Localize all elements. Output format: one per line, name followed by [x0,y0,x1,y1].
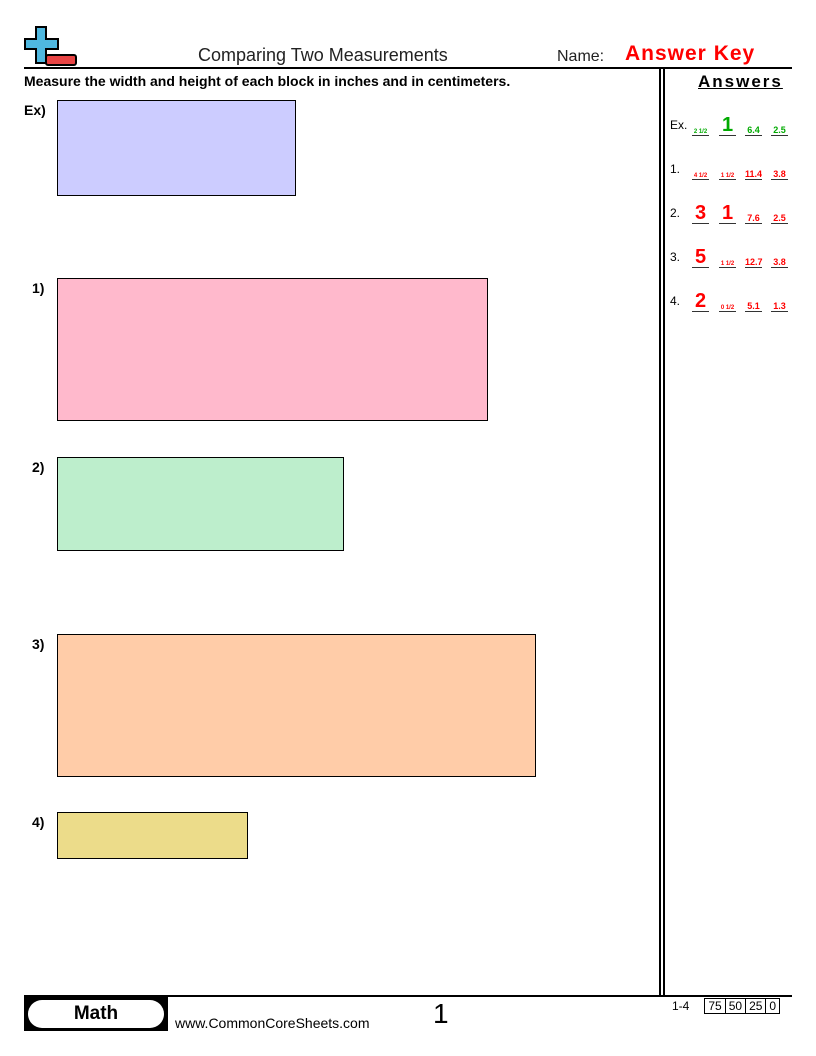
answer-value: 6.4 [745,126,762,136]
answer-value: 1 1/2 [719,173,736,180]
logo-plus-minus-icon [24,26,77,66]
answer-value: 1 1/2 [719,261,736,268]
problem-label: 3) [32,636,45,652]
problem-label: Ex) [24,102,46,118]
answer-value: 2 1/2 [692,129,709,136]
answer-row: Ex. 2 1/2 1 6.4 2.5 [670,112,795,138]
answer-value: 0 1/2 [719,305,736,312]
answer-row-label: 3. [670,250,681,264]
answers-heading: Answers [698,72,783,91]
answer-value: 2.5 [771,214,788,224]
answer-row-label: 2. [670,206,681,220]
answer-row: 4. 2 0 1/2 5.1 1.3 [670,288,795,314]
measurement-block [57,634,536,777]
score-cell: 25 [745,998,767,1014]
problem-label: 2) [32,459,45,475]
page-number: 1 [433,998,449,1029]
page-title: Comparing Two Measurements [198,45,448,65]
answer-column-divider [663,68,665,996]
answer-value: 4 1/2 [692,173,709,180]
score-cell: 0 [765,998,781,1014]
answer-value: 1 [719,115,736,136]
measurement-block [57,100,296,196]
problem-label: 1) [32,280,45,296]
measurement-block [57,278,488,421]
subject-label: Math [28,1000,164,1028]
answer-row-label: 4. [670,294,681,308]
answer-value: 1.3 [771,302,788,312]
footer-divider [24,995,792,997]
score-table: 1-4 75 50 25 0 [672,998,781,1014]
score-range: 1-4 [672,999,690,1013]
answer-row: 3. 5 1 1/2 12.7 3.8 [670,244,795,270]
answer-row: 2. 3 1 7.6 2.5 [670,200,795,226]
answer-value: 5 [692,247,709,268]
answer-value: 2 [692,291,709,312]
answer-value: 3 [692,203,709,224]
score-cell: 75 [704,998,726,1014]
answer-value: 11.4 [745,169,763,180]
site-url: www.CommonCoreSheets.com [175,1015,370,1031]
answer-value: 5.1 [745,302,762,312]
answer-value: 2.5 [771,126,788,136]
name-label: Name: [557,48,605,65]
answer-row: 1. 4 1/2 1 1/2 11.4 3.8 [670,156,795,182]
answer-value: 7.6 [745,214,762,224]
instructions: Measure the width and height of each blo… [24,73,511,89]
answer-value: 3.8 [771,170,788,180]
answer-row-label: Ex. [670,118,688,132]
name-value: Answer Key [625,42,756,65]
answer-row-label: 1. [670,162,681,176]
score-cell: 50 [724,998,747,1014]
header-divider [24,67,792,69]
answer-value: 12.7 [745,257,763,268]
problem-label: 4) [32,814,45,830]
answer-value: 3.8 [771,258,788,268]
answer-column-divider [659,68,661,996]
measurement-block [57,812,248,859]
measurement-block [57,457,344,551]
answer-value: 1 [719,203,736,224]
